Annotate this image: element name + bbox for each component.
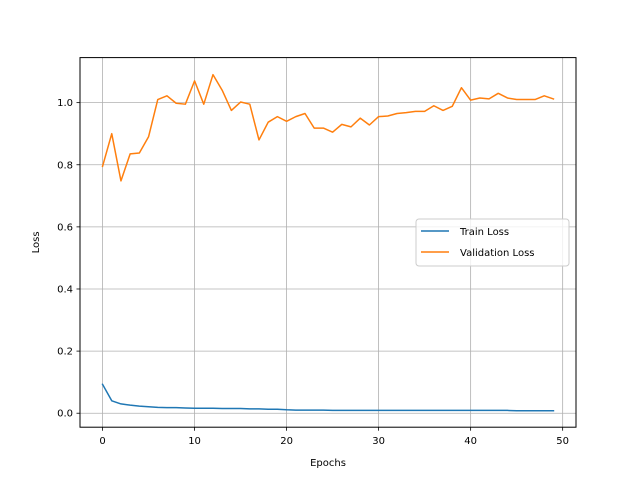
- y-tick-label: 0.8: [57, 160, 73, 171]
- x-axis-label: Epochs: [310, 458, 346, 469]
- axis-ticks: 0 10 20 30 40 50 0.0 0.2 0.4 0.6 0.8 1.0: [57, 98, 569, 447]
- legend-label-train-loss: Train Loss: [459, 227, 509, 238]
- series-line-validation-loss: [101, 73, 555, 182]
- plot-frame: [79, 57, 577, 428]
- legend: Train Loss Validation Loss: [415, 218, 570, 267]
- x-tick-label: 50: [556, 436, 569, 447]
- x-tick-label: 0: [99, 436, 105, 447]
- legend-box: [415, 218, 570, 267]
- y-tick-label: 0.2: [57, 347, 73, 358]
- y-axis-label: Loss: [31, 231, 42, 253]
- y-tick-label: 0.6: [57, 222, 73, 233]
- y-tick-label: 0.4: [57, 284, 73, 295]
- series-lines: [101, 73, 555, 412]
- y-tick-label: 1.0: [57, 98, 73, 109]
- series-line-train-loss: [101, 383, 555, 412]
- x-tick-label: 30: [372, 436, 385, 447]
- legend-label-validation-loss: Validation Loss: [460, 248, 535, 259]
- x-tick-label: 20: [280, 436, 293, 447]
- y-tick-label: 0.0: [57, 409, 73, 420]
- x-tick-label: 40: [464, 436, 477, 447]
- x-tick-label: 10: [188, 436, 201, 447]
